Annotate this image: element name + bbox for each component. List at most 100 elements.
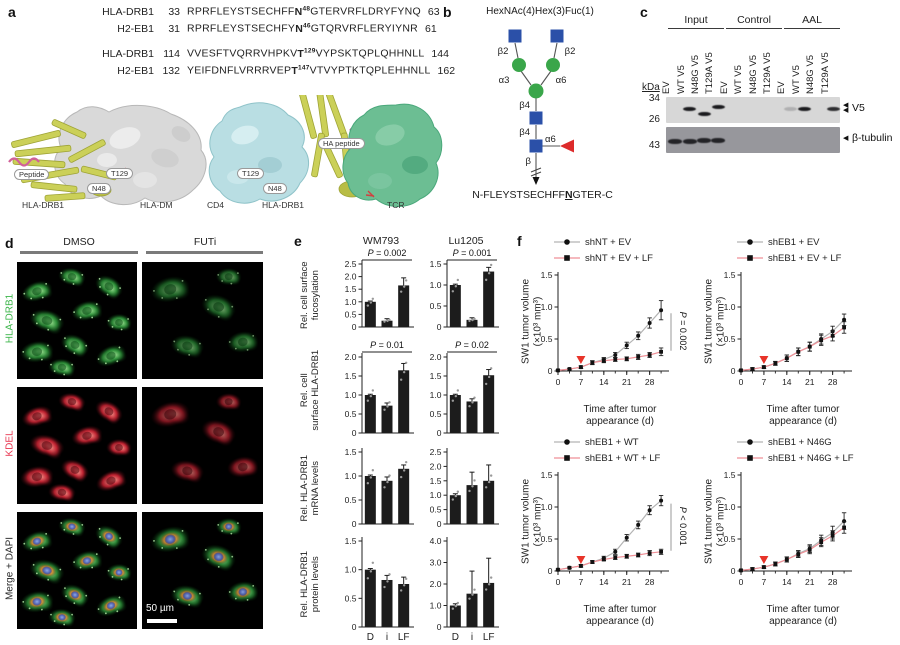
- svg-text:P = 0.02: P = 0.02: [455, 340, 489, 350]
- row-label-merge-dapi: Merge + DAPI: [4, 536, 16, 601]
- bar-chart-svg: 0 0.5 1.0 1.5: [345, 447, 414, 529]
- svg-text:0: 0: [352, 519, 357, 529]
- circle-marker-icon: [737, 239, 763, 245]
- svg-text:1.5: 1.5: [541, 270, 553, 280]
- cell-image: [20, 517, 132, 628]
- svg-text:0: 0: [548, 566, 553, 576]
- data-point: [773, 562, 778, 566]
- svg-text:7: 7: [762, 377, 767, 387]
- bar-chart-svg: 0 0.5 1.0 1.5 2.0 2.5: [430, 447, 499, 529]
- svg-text:1.5: 1.5: [430, 259, 442, 269]
- x-axis-label: Time after tumor appearance (d): [583, 404, 657, 427]
- svg-text:LF: LF: [483, 632, 495, 643]
- svg-text:1.5: 1.5: [541, 470, 553, 480]
- svg-text:1.5: 1.5: [430, 476, 442, 486]
- panel-d-letter: d: [5, 235, 14, 251]
- row-label-kdel: KDEL: [4, 430, 16, 457]
- svg-text:1.5: 1.5: [345, 371, 357, 381]
- data-point: [750, 567, 755, 571]
- data-point: [556, 368, 560, 373]
- x-axis-label: Time after tumor appearance (d): [766, 604, 840, 627]
- svg-text:28: 28: [828, 577, 838, 587]
- legend-item: shEB1 + WT: [554, 434, 708, 450]
- series-line: [557, 551, 662, 571]
- square-marker-icon: [737, 255, 763, 261]
- arrowhead-v5-icon: ◀ ◀: [843, 102, 849, 114]
- svg-text:4.0: 4.0: [430, 536, 442, 546]
- legend-item: shNT + EV: [554, 234, 708, 250]
- svg-text:2.5: 2.5: [430, 447, 442, 457]
- series-line: [740, 326, 845, 371]
- caption-hla-dm: HLA-DM: [140, 200, 173, 210]
- svg-text:β2: β2: [565, 46, 576, 57]
- data-point: [647, 551, 652, 555]
- data-point: [762, 565, 766, 570]
- data-point: [636, 333, 641, 338]
- tubulin-band: [682, 138, 697, 144]
- data-point: [613, 357, 618, 362]
- lane-label: N48G V5: [690, 54, 701, 94]
- western-blot-tubulin: [666, 127, 840, 153]
- svg-text:β4: β4: [519, 100, 530, 111]
- svg-text:28: 28: [645, 377, 655, 387]
- svg-text:1.0: 1.0: [430, 490, 442, 500]
- micrograph-dmso-hladrb1: [17, 262, 137, 379]
- svg-text:0: 0: [352, 322, 357, 332]
- svg-text:21: 21: [622, 377, 632, 387]
- v5-band: [697, 111, 711, 116]
- caption-cd4: CD4: [207, 200, 225, 210]
- micrograph-futi-hladrb1: [142, 262, 263, 379]
- v5-band: [711, 104, 725, 109]
- data-point: [842, 525, 846, 530]
- data-point: [807, 547, 812, 552]
- tumor-chart-sheb1-n46g: shEB1 + N46G shEB1 + N46G + LF SW1 tumor v…: [703, 434, 891, 632]
- svg-text:0.5: 0.5: [345, 495, 357, 505]
- v5-band: [783, 106, 797, 111]
- lane-label: WT V5: [733, 65, 745, 94]
- panel-b-letter: b: [443, 4, 452, 20]
- scale-bar: [147, 619, 177, 623]
- data-point: [819, 540, 824, 545]
- bar-chart-svg: 0 0.5 1.0 1.5 2.0 2.5 P = 0.002: [345, 248, 414, 332]
- sequence-alignment-block: HLA-DRB1 33 RPRFLEYSTSECHFFN48GTERVRFLDR…: [96, 5, 455, 81]
- svg-text:0.5: 0.5: [430, 301, 442, 311]
- svg-text:1.0: 1.0: [430, 390, 442, 400]
- group-header-control: Control: [726, 14, 782, 29]
- svg-text:0.5: 0.5: [430, 505, 442, 515]
- svg-text:i: i: [471, 632, 473, 643]
- svg-text:0: 0: [437, 519, 442, 529]
- svg-text:14: 14: [599, 577, 609, 587]
- cell-image: [20, 267, 132, 378]
- glycan-title: HexNAc(4)Hex(3)Fuc(1): [486, 6, 594, 17]
- svg-text:0: 0: [739, 377, 744, 387]
- bar-chart-svg: 0 0.5 1.0 1.5 2.0 P = 0.01: [345, 340, 414, 438]
- bar-chart-svg: 0 0.5 1.0 1.5 D i LF: [345, 536, 414, 643]
- svg-text:3.0: 3.0: [430, 558, 442, 568]
- svg-text:7: 7: [579, 577, 584, 587]
- column-header-dmso: DMSO: [63, 236, 95, 248]
- svg-text:0: 0: [437, 622, 442, 632]
- data-point: [659, 349, 663, 354]
- svg-text:P = 0.001: P = 0.001: [453, 248, 492, 258]
- structure-cd4-hla-drb1-tcr: [208, 95, 443, 207]
- data-point: [659, 308, 664, 313]
- data-point: [830, 333, 835, 338]
- square-marker-icon: [554, 455, 580, 461]
- n48-label-left: N48: [87, 183, 111, 194]
- svg-text:1.5: 1.5: [430, 371, 442, 381]
- series-line: [557, 309, 662, 371]
- svg-text:14: 14: [782, 577, 792, 587]
- svg-text:0.5: 0.5: [541, 534, 553, 544]
- cell-image: [20, 392, 132, 503]
- dmso-underline: [20, 251, 138, 254]
- svg-text:21: 21: [622, 577, 632, 587]
- svg-text:0: 0: [556, 377, 561, 387]
- legend-label: shEB1 + N46G + LF: [768, 452, 854, 464]
- tumor-chart-sheb1-wt: shEB1 + WT shEB1 + WT + LF SW1 tumor volum…: [520, 434, 708, 632]
- svg-text:0: 0: [739, 577, 744, 587]
- svg-text:2.0: 2.0: [345, 272, 357, 282]
- svg-text:0: 0: [556, 577, 561, 587]
- data-point: [624, 356, 629, 361]
- legend-item: shEB1 + WT + LF: [554, 450, 708, 466]
- micrograph-dmso-kdel: [17, 387, 137, 504]
